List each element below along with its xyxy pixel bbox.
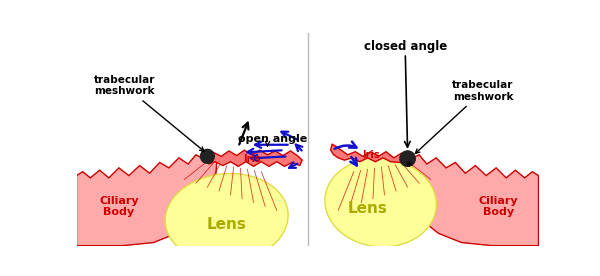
Text: Lens: Lens xyxy=(207,217,247,232)
Polygon shape xyxy=(398,155,539,246)
Text: Ciliary
Body: Ciliary Body xyxy=(479,196,518,217)
Text: Iris: Iris xyxy=(243,154,261,164)
Polygon shape xyxy=(77,155,217,246)
Text: *: * xyxy=(406,160,412,173)
Circle shape xyxy=(200,149,214,163)
Polygon shape xyxy=(331,144,407,163)
Ellipse shape xyxy=(325,158,436,247)
Circle shape xyxy=(400,151,415,166)
Text: closed angle: closed angle xyxy=(364,41,447,54)
Text: Lens: Lens xyxy=(347,201,388,216)
Text: Iris: Iris xyxy=(362,150,380,160)
Text: open angle: open angle xyxy=(238,134,307,144)
Ellipse shape xyxy=(165,174,288,262)
Text: trabecular
meshwork: trabecular meshwork xyxy=(415,80,514,153)
Text: trabecular
meshwork: trabecular meshwork xyxy=(94,75,204,151)
Text: Ciliary
Body: Ciliary Body xyxy=(99,196,139,217)
Polygon shape xyxy=(206,150,302,166)
